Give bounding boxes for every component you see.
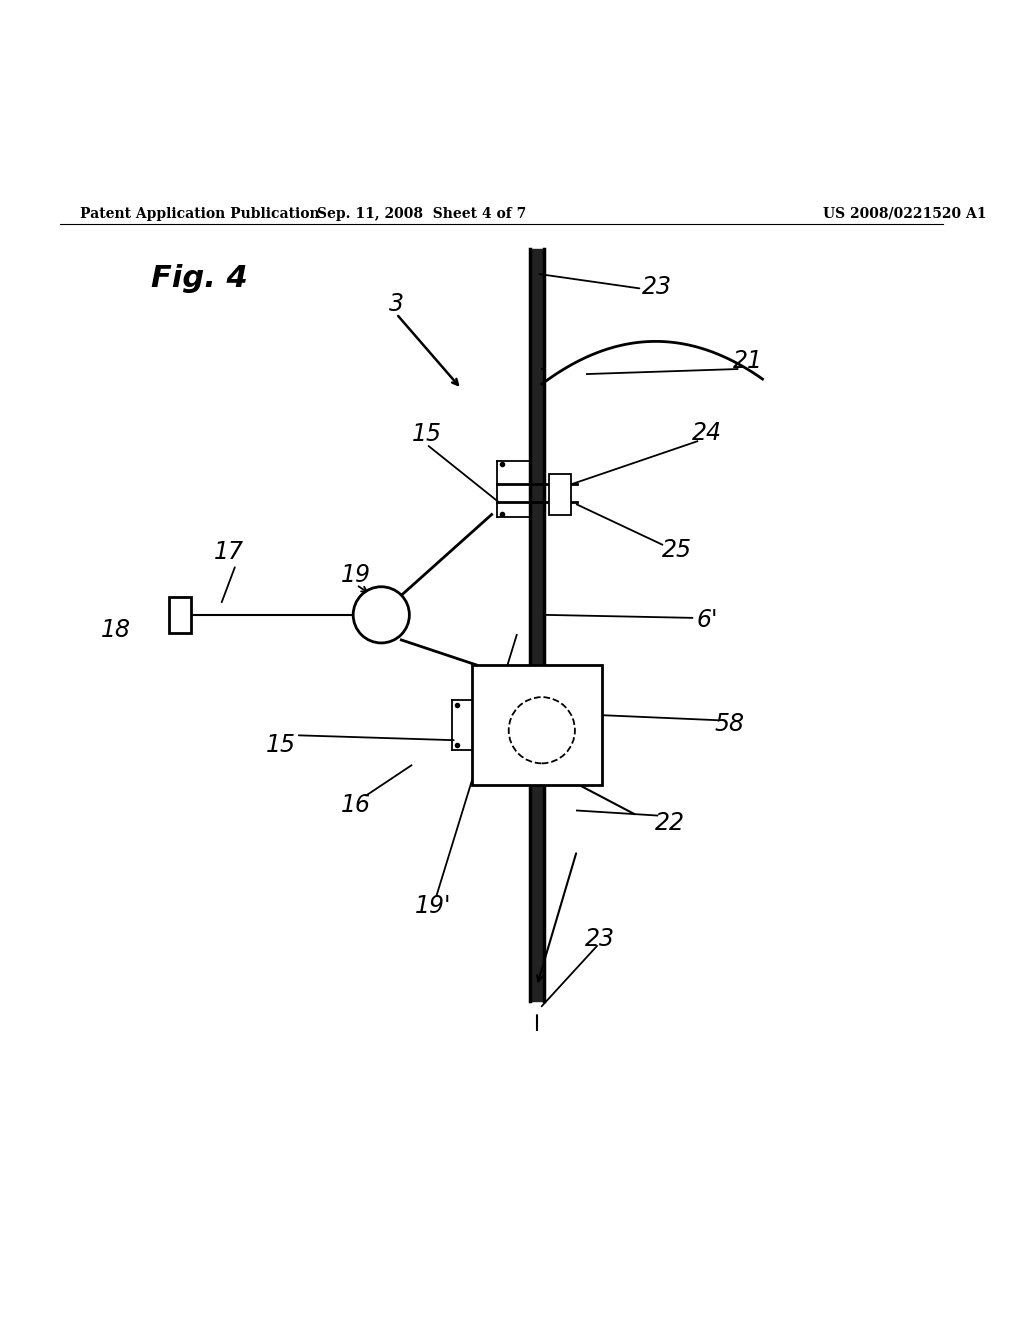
Text: 15: 15 [266,734,296,758]
Text: Fig. 4: Fig. 4 [151,264,247,293]
Text: 16: 16 [341,793,371,817]
Text: 19': 19' [415,894,452,917]
Text: 24: 24 [692,421,722,445]
Circle shape [353,587,410,643]
Text: Patent Application Publication: Patent Application Publication [80,206,319,220]
Text: 23: 23 [585,927,615,950]
Text: 18: 18 [100,618,130,642]
Text: 21: 21 [732,348,763,374]
Bar [549,474,571,515]
Text: 25: 25 [663,537,692,561]
Circle shape [509,697,574,763]
Text: 22: 22 [655,810,685,834]
Bar [169,597,190,632]
Text: 23: 23 [642,275,672,298]
Text: US 2008/0221520 A1: US 2008/0221520 A1 [822,206,986,220]
Bar [472,665,602,785]
Text: 58: 58 [715,713,744,737]
Text: Sep. 11, 2008  Sheet 4 of 7: Sep. 11, 2008 Sheet 4 of 7 [316,206,526,220]
Text: 17: 17 [214,540,244,564]
Text: 6': 6' [696,609,718,632]
Text: 3: 3 [389,292,403,315]
Text: 15: 15 [412,422,441,446]
Text: 19: 19 [341,562,371,586]
